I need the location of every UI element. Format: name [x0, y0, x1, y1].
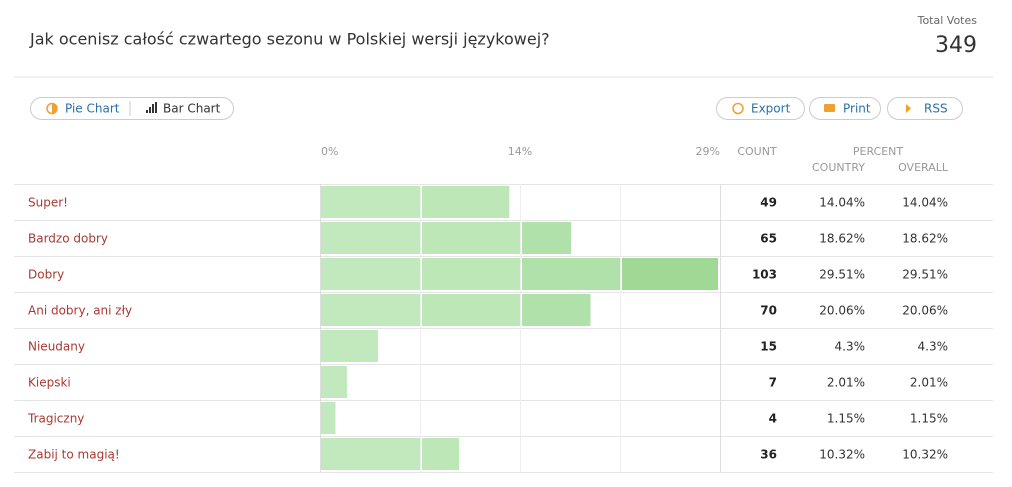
bar-segment: [321, 438, 420, 470]
percent-country: 2.01%: [827, 376, 865, 390]
total-votes-label: Total Votes: [917, 14, 978, 27]
bar-segment: [422, 258, 520, 290]
tab-label: Bar Chart: [163, 102, 221, 116]
bar-segment: [321, 294, 420, 326]
bar: [321, 330, 378, 362]
percent-overall: 20.06%: [902, 304, 948, 318]
bar-segment: [422, 294, 520, 326]
percent-country: 14.04%: [819, 196, 865, 210]
count: 49: [760, 196, 777, 210]
percent-country: 20.06%: [819, 304, 865, 318]
percent-overall: 2.01%: [910, 376, 948, 390]
percent-country: 4.3%: [835, 340, 866, 354]
bar: [321, 294, 591, 326]
column-header: PERCENT: [853, 145, 904, 158]
count: 36: [760, 448, 777, 462]
count: 65: [760, 232, 777, 246]
bar-segment: [321, 258, 420, 290]
button-label: Export: [751, 102, 791, 116]
bar-segment: [321, 366, 348, 398]
bar-segment: [422, 438, 460, 470]
percent-country: 18.62%: [819, 232, 865, 246]
option-label: Kiepski: [28, 376, 71, 390]
percent-overall: 29.51%: [902, 268, 948, 282]
bar: [321, 402, 336, 434]
percent-country: 29.51%: [819, 268, 865, 282]
export-button[interactable]: Export: [716, 97, 805, 120]
button-label: Print: [843, 102, 871, 116]
count: 70: [760, 304, 777, 318]
bar-segment: [522, 294, 591, 326]
bar-icon: [155, 102, 157, 113]
bar: [321, 366, 348, 398]
percent-country: 10.32%: [819, 448, 865, 462]
bar-segment: [321, 330, 378, 362]
total-votes-value: 349: [935, 33, 977, 58]
percent-overall: 14.04%: [902, 196, 948, 210]
axis-label: 14%: [508, 145, 532, 158]
bar-segment: [321, 222, 420, 254]
bar-icon: [149, 107, 151, 113]
option-label: Dobry: [28, 268, 64, 282]
option-label: Ani dobry, ani zły: [28, 304, 132, 318]
percent-country: 1.15%: [827, 412, 865, 426]
option-label: Zabij to magią!: [28, 448, 120, 462]
view-toggle: [30, 97, 234, 120]
option-label: Tragiczny: [27, 412, 84, 426]
print-button[interactable]: Print: [809, 97, 881, 120]
bar: [321, 438, 460, 470]
column-header: COUNTRY: [812, 161, 865, 174]
export-icon: [732, 102, 744, 115]
bar-icon: [146, 110, 148, 113]
count: 15: [760, 340, 777, 354]
axis-label: 29%: [696, 145, 720, 158]
count: 7: [769, 376, 777, 390]
option-label: Super!: [28, 196, 68, 210]
bar-segment: [422, 186, 510, 218]
bar: [321, 258, 718, 290]
percent-overall: 1.15%: [910, 412, 948, 426]
bar-segment: [522, 258, 620, 290]
bar-chart-tab[interactable]: Bar Chart: [146, 102, 221, 116]
pie-chart-tab[interactable]: Pie Chart: [46, 102, 120, 116]
bar-segment: [422, 222, 520, 254]
button-frame: [887, 97, 963, 120]
bar: [321, 222, 572, 254]
column-header: OVERALL: [898, 161, 949, 174]
tab-label: Pie Chart: [65, 102, 120, 116]
axis-label: 0%: [321, 145, 338, 158]
count: 4: [769, 412, 777, 426]
column-header: COUNT: [737, 145, 777, 158]
button-frame: [809, 97, 881, 120]
print-icon: [824, 104, 835, 112]
percent-overall: 10.32%: [902, 448, 948, 462]
percent-overall: 4.3%: [918, 340, 949, 354]
bar: [321, 186, 510, 218]
bar-icon: [152, 104, 154, 113]
question: Jak ocenisz całość czwartego sezonu w Po…: [29, 30, 550, 49]
count: 103: [752, 268, 777, 282]
bar-segment: [321, 402, 336, 434]
percent-overall: 18.62%: [902, 232, 948, 246]
option-label: Nieudany: [28, 340, 85, 354]
bar-segment: [522, 222, 572, 254]
button-label: RSS: [924, 102, 948, 116]
rss-button[interactable]: RSS: [887, 97, 963, 120]
pie-icon-fill: [52, 103, 58, 114]
bar-segment: [321, 186, 420, 218]
bar-segment: [622, 258, 718, 290]
option-label: Bardzo dobry: [28, 232, 108, 246]
rss-icon: [906, 104, 911, 113]
